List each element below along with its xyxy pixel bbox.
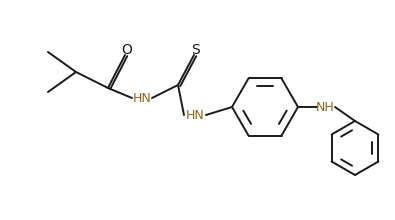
Text: S: S <box>192 43 200 57</box>
Text: NH: NH <box>316 101 335 114</box>
Text: HN: HN <box>133 92 151 104</box>
Text: O: O <box>122 43 132 57</box>
Text: HN: HN <box>186 108 204 121</box>
